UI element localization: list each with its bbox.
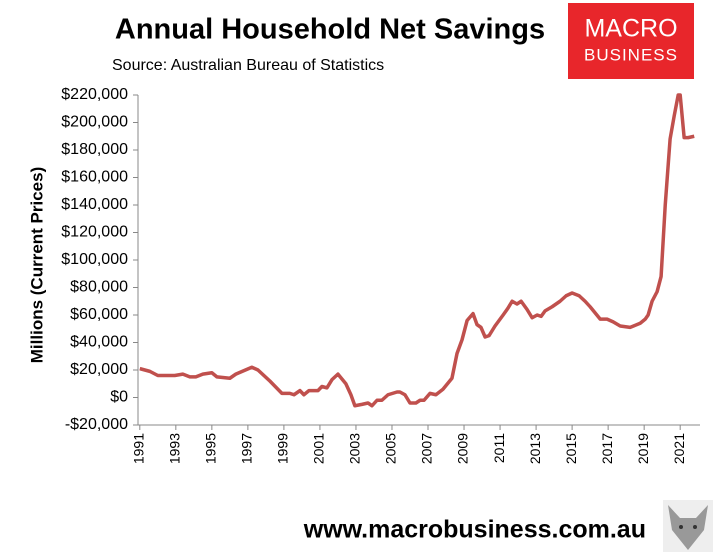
chart-subtitle: Source: Australian Bureau of Statistics (112, 57, 384, 74)
logo-text: MACRO (584, 15, 677, 43)
x-tick-label: 1997 (239, 433, 255, 464)
x-tick-label: 1993 (167, 433, 183, 464)
y-tick-label: $220,000 (61, 86, 128, 103)
x-tick-label: 2021 (671, 433, 687, 464)
y-tick-label: $160,000 (61, 169, 128, 186)
x-tick-label: 2009 (455, 433, 471, 464)
x-tick-label: 1995 (203, 433, 219, 464)
logo-box (568, 3, 694, 79)
x-tick-label: 2013 (527, 433, 543, 464)
y-tick-label: $60,000 (70, 306, 128, 323)
y-tick-label: $80,000 (70, 279, 128, 296)
y-axis-label: Millions (Current Prices) (27, 167, 46, 363)
x-tick-label: 2005 (383, 433, 399, 464)
y-tick-label: $0 (110, 389, 128, 406)
logo-text: BUSINESS (584, 45, 678, 64)
y-tick-label: $200,000 (61, 114, 128, 131)
x-tick-label: 2007 (419, 433, 435, 464)
x-tick-label: 2011 (491, 433, 507, 463)
x-tick-label: 2017 (599, 433, 615, 464)
y-tick-label: $100,000 (61, 251, 128, 268)
wolf-icon (663, 500, 713, 552)
y-tick-label: $180,000 (61, 141, 128, 158)
line (139, 93, 695, 408)
x-tick-label: 2015 (563, 433, 579, 464)
x-tick-label: 1991 (131, 433, 147, 464)
x-tick-label: 2019 (635, 433, 651, 464)
y-tick-label: -$20,000 (65, 416, 128, 433)
chart-title: Annual Household Net Savings (115, 14, 545, 46)
y-tick-label: $140,000 (61, 196, 128, 213)
x-tick-label: 2001 (311, 433, 327, 464)
footer: www.macrobusiness.com.au (303, 516, 646, 544)
x-tick-label: 2003 (347, 433, 363, 464)
x-tick-label: 1999 (275, 433, 291, 464)
y-tick-label: $40,000 (70, 334, 128, 351)
y-tick-label: $20,000 (70, 361, 128, 378)
y-tick-label: $120,000 (61, 224, 128, 241)
